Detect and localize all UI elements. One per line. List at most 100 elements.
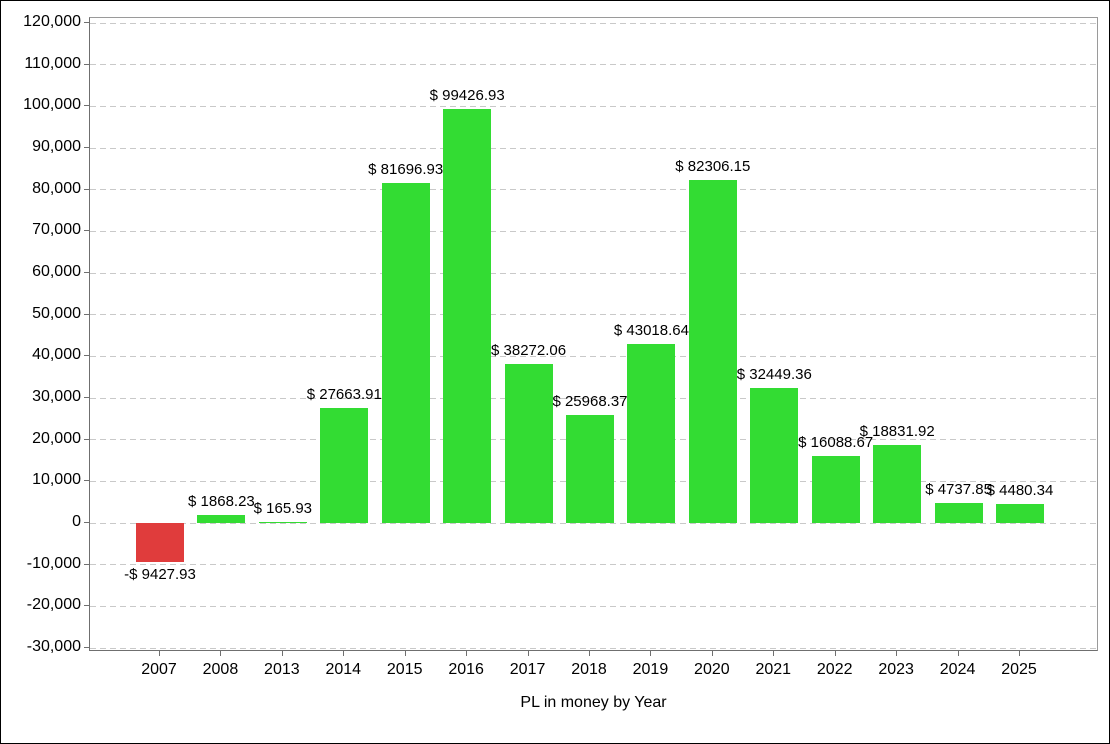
x-axis-tick-label: 2017 xyxy=(509,661,546,678)
bar-2022 xyxy=(811,455,860,523)
bar-value-label: $ 165.93 xyxy=(253,500,313,518)
gridline xyxy=(90,355,1097,357)
gridline xyxy=(90,522,1097,524)
x-axis-tick xyxy=(589,651,590,656)
x-axis-tick xyxy=(404,651,406,656)
bar-value-label: $ 32449.36 xyxy=(736,365,812,383)
bar-2008 xyxy=(197,515,246,523)
y-axis-tick-label: 20,000 xyxy=(32,429,81,447)
x-axis-tick-label: 2014 xyxy=(325,661,362,678)
y-axis-tick-label: -30,000 xyxy=(26,638,81,655)
bar-2021 xyxy=(750,387,799,523)
y-axis-tick xyxy=(84,355,89,357)
gridline xyxy=(90,230,1097,232)
y-axis-tick xyxy=(84,188,89,190)
x-axis-tick xyxy=(466,651,468,656)
bar-value-label: $ 1868.23 xyxy=(188,493,255,511)
gridline xyxy=(90,64,1097,66)
gridline xyxy=(90,564,1097,566)
gridline xyxy=(90,189,1097,191)
bar-2025 xyxy=(996,504,1044,523)
y-axis-tick xyxy=(84,272,89,273)
bar-value-label: $ 38272.06 xyxy=(491,341,567,359)
bar-2013 xyxy=(258,522,307,524)
y-axis-tick xyxy=(84,313,89,315)
bar-2024 xyxy=(934,503,983,523)
y-axis-tick-label: 60,000 xyxy=(32,263,81,280)
x-axis-title: PL in money by Year xyxy=(520,694,667,711)
y-axis-tick xyxy=(84,230,89,232)
x-axis-tick-label: 2018 xyxy=(571,661,607,678)
bar-value-label: $ 16088.67 xyxy=(798,433,874,451)
y-axis-tick-label: 70,000 xyxy=(32,221,81,239)
bar-2015 xyxy=(381,182,430,523)
x-axis-tick-label: 2013 xyxy=(264,661,300,678)
gridline xyxy=(90,22,1097,24)
x-axis-tick-label: 2020 xyxy=(694,661,730,678)
x-axis-tick-label: 2016 xyxy=(448,661,484,678)
y-axis-tick-label: -10,000 xyxy=(26,554,81,572)
x-axis-tick-label: 2015 xyxy=(386,661,423,678)
y-axis-tick-label: 90,000 xyxy=(32,138,81,155)
bar-value-label: $ 25968.37 xyxy=(552,392,628,410)
y-axis-tick xyxy=(84,147,89,148)
bar-value-label: $ 43018.64 xyxy=(613,321,689,339)
x-axis-tick-label: 2021 xyxy=(755,661,792,678)
y-axis-tick xyxy=(84,480,89,482)
y-axis-tick xyxy=(84,105,89,107)
bar-2019 xyxy=(627,343,676,523)
y-axis-tick-label: 120,000 xyxy=(23,13,81,30)
x-axis-tick xyxy=(220,651,222,656)
y-axis-tick xyxy=(84,647,89,648)
y-axis-tick-label: 50,000 xyxy=(32,304,81,322)
bar-value-label: $ 82306.15 xyxy=(675,158,751,176)
gridline xyxy=(90,272,1097,274)
bar-value-label: $ 18831.92 xyxy=(859,422,935,440)
bar-value-label: $ 27663.91 xyxy=(306,385,382,403)
y-axis-tick-label: 0 xyxy=(72,513,81,530)
y-axis-tick-label: 100,000 xyxy=(23,96,81,114)
bar-2018 xyxy=(566,414,614,523)
bar-2023 xyxy=(873,444,922,523)
bar-value-label: $ 99426.93 xyxy=(429,86,505,104)
bar-2020 xyxy=(688,180,737,523)
x-axis-tick xyxy=(281,651,283,656)
plot-area: -$ 9427.93 $ 1868.23 $ 165.93 $ 27663.91 $ 8… xyxy=(89,17,1098,651)
x-axis-tick xyxy=(711,651,713,656)
x-axis-tick xyxy=(159,651,160,656)
bar-value-label: $ 4737.85 xyxy=(925,481,992,499)
bar-2007 xyxy=(136,523,184,563)
bar-value-label: -$ 9427.93 xyxy=(124,566,196,584)
x-axis-tick xyxy=(773,651,775,656)
bar-value-label: $ 81696.93 xyxy=(368,160,444,178)
gridline xyxy=(90,605,1097,607)
bar-2017 xyxy=(504,363,553,523)
gridline xyxy=(90,147,1097,149)
x-axis-tick xyxy=(834,651,836,656)
x-axis-tick xyxy=(527,651,529,656)
x-axis-tick-label: 2008 xyxy=(202,661,239,678)
x-axis-tick-label: 2023 xyxy=(878,661,914,678)
x-axis-tick-label: 2007 xyxy=(141,661,177,678)
x-axis-tick xyxy=(957,651,959,656)
y-axis-tick-label: 80,000 xyxy=(32,179,81,197)
x-axis-tick-label: 2024 xyxy=(939,661,976,678)
y-axis-tick xyxy=(84,605,89,607)
y-axis-tick xyxy=(84,63,89,65)
y-axis-tick xyxy=(84,438,89,440)
x-axis-tick xyxy=(896,651,898,656)
y-axis-tick xyxy=(84,22,89,23)
gridline xyxy=(90,397,1097,399)
y-axis-tick xyxy=(84,522,89,523)
bar-value-label: $ 4480.34 xyxy=(986,482,1054,500)
bar-2016 xyxy=(443,108,492,523)
gridline xyxy=(90,105,1097,107)
x-axis-tick-label: 2019 xyxy=(632,661,669,678)
y-axis-tick-label: 10,000 xyxy=(32,471,81,489)
y-axis-tick xyxy=(84,397,89,398)
y-axis-tick-label: 110,000 xyxy=(24,54,81,72)
x-axis-tick-label: 2022 xyxy=(816,661,853,678)
y-axis-tick xyxy=(84,563,89,565)
x-axis-tick xyxy=(1019,651,1020,656)
